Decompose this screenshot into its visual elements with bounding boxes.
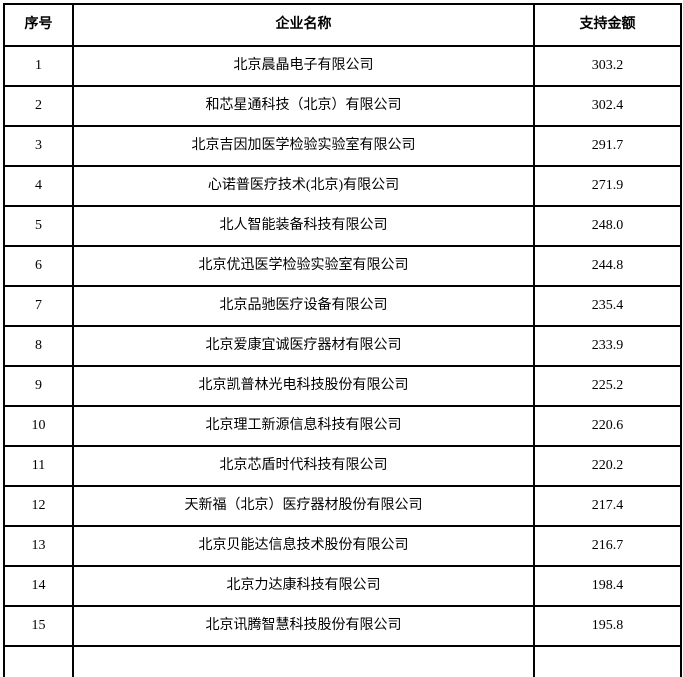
seq-cell: 5 xyxy=(3,205,74,247)
support-amount-table: 序号 企业名称 支持金额 1 北京晨晶电子有限公司 303.2 2 和芯星通科技… xyxy=(3,3,682,677)
seq-cell: 14 xyxy=(3,565,74,607)
table-row: 14 北京力达康科技有限公司 198.4 xyxy=(3,565,682,607)
company-cell: 北京优迅医学检验实验室有限公司 xyxy=(72,245,535,287)
company-cell: 北京凯普林光电科技股份有限公司 xyxy=(72,365,535,407)
amount-cell: 271.9 xyxy=(533,165,682,207)
amount-cell: 303.2 xyxy=(533,45,682,87)
seq-cell: 1 xyxy=(3,45,74,87)
amount-cell: 217.4 xyxy=(533,485,682,527)
company-cell xyxy=(72,645,535,677)
seq-cell: 8 xyxy=(3,325,74,367)
table-row: 2 和芯星通科技（北京）有限公司 302.4 xyxy=(3,85,682,127)
seq-cell: 12 xyxy=(3,485,74,527)
table-body: 1 北京晨晶电子有限公司 303.2 2 和芯星通科技（北京）有限公司 302.… xyxy=(3,45,682,677)
col-header-seq: 序号 xyxy=(3,3,74,47)
table-row-clipped xyxy=(3,645,682,677)
col-header-amount: 支持金额 xyxy=(533,3,682,47)
table-row: 11 北京芯盾时代科技有限公司 220.2 xyxy=(3,445,682,487)
amount-cell: 302.4 xyxy=(533,85,682,127)
company-cell: 北京贝能达信息技术股份有限公司 xyxy=(72,525,535,567)
seq-cell: 6 xyxy=(3,245,74,287)
seq-cell: 7 xyxy=(3,285,74,327)
company-cell: 北京理工新源信息科技有限公司 xyxy=(72,405,535,447)
table-row: 10 北京理工新源信息科技有限公司 220.6 xyxy=(3,405,682,447)
amount-cell: 248.0 xyxy=(533,205,682,247)
seq-cell: 13 xyxy=(3,525,74,567)
seq-cell: 3 xyxy=(3,125,74,167)
seq-cell: 11 xyxy=(3,445,74,487)
table-row: 5 北人智能装备科技有限公司 248.0 xyxy=(3,205,682,247)
amount-cell: 235.4 xyxy=(533,285,682,327)
table-row: 7 北京品驰医疗设备有限公司 235.4 xyxy=(3,285,682,327)
col-header-company: 企业名称 xyxy=(72,3,535,47)
table-row: 1 北京晨晶电子有限公司 303.2 xyxy=(3,45,682,87)
amount-cell xyxy=(533,645,682,677)
seq-cell: 2 xyxy=(3,85,74,127)
table-row: 8 北京爱康宜诚医疗器材有限公司 233.9 xyxy=(3,325,682,367)
table-row: 6 北京优迅医学检验实验室有限公司 244.8 xyxy=(3,245,682,287)
amount-cell: 198.4 xyxy=(533,565,682,607)
seq-cell: 9 xyxy=(3,365,74,407)
company-cell: 北京品驰医疗设备有限公司 xyxy=(72,285,535,327)
table-header: 序号 企业名称 支持金额 xyxy=(3,3,682,47)
document-page: 序号 企业名称 支持金额 1 北京晨晶电子有限公司 303.2 2 和芯星通科技… xyxy=(3,3,682,677)
company-cell: 和芯星通科技（北京）有限公司 xyxy=(72,85,535,127)
company-cell: 北京爱康宜诚医疗器材有限公司 xyxy=(72,325,535,367)
table-row: 9 北京凯普林光电科技股份有限公司 225.2 xyxy=(3,365,682,407)
company-cell: 北京力达康科技有限公司 xyxy=(72,565,535,607)
seq-cell: 15 xyxy=(3,605,74,647)
amount-cell: 216.7 xyxy=(533,525,682,567)
amount-cell: 291.7 xyxy=(533,125,682,167)
amount-cell: 195.8 xyxy=(533,605,682,647)
company-cell: 北京晨晶电子有限公司 xyxy=(72,45,535,87)
seq-cell: 4 xyxy=(3,165,74,207)
seq-cell xyxy=(3,645,74,677)
table-row: 4 心诺普医疗技术(北京)有限公司 271.9 xyxy=(3,165,682,207)
amount-cell: 225.2 xyxy=(533,365,682,407)
seq-cell: 10 xyxy=(3,405,74,447)
table-row: 3 北京吉因加医学检验实验室有限公司 291.7 xyxy=(3,125,682,167)
header-row: 序号 企业名称 支持金额 xyxy=(3,3,682,47)
company-cell: 北京吉因加医学检验实验室有限公司 xyxy=(72,125,535,167)
amount-cell: 244.8 xyxy=(533,245,682,287)
amount-cell: 220.6 xyxy=(533,405,682,447)
company-cell: 天新福（北京）医疗器材股份有限公司 xyxy=(72,485,535,527)
table-row: 15 北京讯腾智慧科技股份有限公司 195.8 xyxy=(3,605,682,647)
table-row: 13 北京贝能达信息技术股份有限公司 216.7 xyxy=(3,525,682,567)
company-cell: 北京芯盾时代科技有限公司 xyxy=(72,445,535,487)
company-cell: 心诺普医疗技术(北京)有限公司 xyxy=(72,165,535,207)
company-cell: 北京讯腾智慧科技股份有限公司 xyxy=(72,605,535,647)
amount-cell: 220.2 xyxy=(533,445,682,487)
table-row: 12 天新福（北京）医疗器材股份有限公司 217.4 xyxy=(3,485,682,527)
amount-cell: 233.9 xyxy=(533,325,682,367)
company-cell: 北人智能装备科技有限公司 xyxy=(72,205,535,247)
